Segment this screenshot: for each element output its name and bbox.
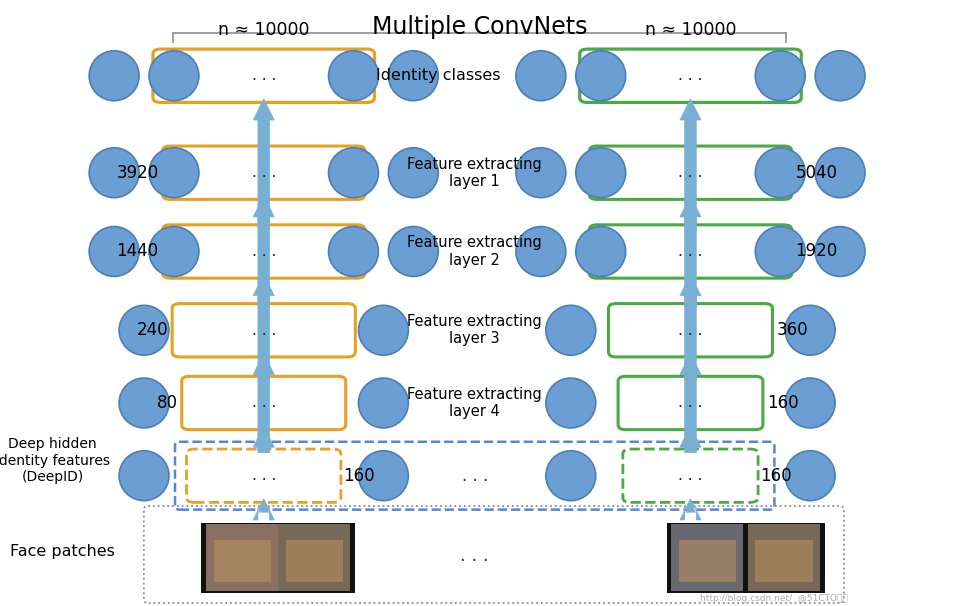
Polygon shape [680,275,701,307]
Ellipse shape [575,51,625,101]
Text: Face patches: Face patches [10,544,115,559]
Ellipse shape [89,51,139,101]
Text: Feature extracting
layer 4: Feature extracting layer 4 [408,387,542,419]
Ellipse shape [359,451,409,501]
Text: Deep hidden
identity features
(DeepID): Deep hidden identity features (DeepID) [0,438,110,484]
Text: . . .: . . . [251,165,276,180]
Ellipse shape [388,51,438,101]
Bar [286,541,342,582]
Ellipse shape [546,305,596,355]
Text: . . .: . . . [678,244,703,259]
Text: Feature extracting
layer 3: Feature extracting layer 3 [408,314,542,347]
Text: . . .: . . . [251,468,276,483]
Text: Identity classes: Identity classes [376,68,501,83]
Text: . . .: . . . [251,396,276,410]
Bar [743,523,825,593]
Polygon shape [253,275,274,307]
Text: . . .: . . . [251,68,276,83]
Text: 160: 160 [343,467,374,485]
Ellipse shape [329,227,379,276]
Text: . . .: . . . [678,323,703,338]
Text: Feature extracting
layer 2: Feature extracting layer 2 [408,235,542,268]
Ellipse shape [575,227,625,276]
Text: http://blog.csdn.net/  @51CTO博客: http://blog.csdn.net/ @51CTO博客 [700,594,848,603]
Text: 160: 160 [760,467,791,485]
Polygon shape [253,499,274,520]
Polygon shape [253,426,274,453]
Ellipse shape [546,451,596,501]
Polygon shape [680,426,701,453]
Ellipse shape [149,148,199,198]
Ellipse shape [756,148,806,198]
Ellipse shape [388,227,438,276]
Polygon shape [680,196,701,228]
Polygon shape [680,499,701,520]
Text: . . .: . . . [678,68,703,83]
Ellipse shape [119,451,169,501]
Bar [201,523,283,593]
Text: 360: 360 [777,321,807,339]
Ellipse shape [329,51,379,101]
Polygon shape [253,353,274,380]
Text: . . .: . . . [678,396,703,410]
Ellipse shape [756,51,806,101]
Text: 240: 240 [137,321,169,339]
Bar [667,523,748,593]
Bar [679,541,736,582]
Ellipse shape [785,305,835,355]
Polygon shape [253,196,274,228]
Text: n ≈ 10000: n ≈ 10000 [644,21,737,39]
Polygon shape [680,99,701,450]
Text: 160: 160 [767,394,798,412]
Ellipse shape [329,148,379,198]
Ellipse shape [815,148,865,198]
Ellipse shape [388,148,438,198]
Ellipse shape [89,148,139,198]
Ellipse shape [119,305,169,355]
Text: n ≈ 10000: n ≈ 10000 [218,21,310,39]
Text: 1440: 1440 [117,242,159,261]
Ellipse shape [516,148,566,198]
Ellipse shape [359,305,409,355]
Ellipse shape [785,378,835,428]
Ellipse shape [815,227,865,276]
Ellipse shape [359,378,409,428]
Text: . . .: . . . [251,323,276,338]
Text: 5040: 5040 [796,164,837,182]
Bar [748,524,820,591]
Text: Feature extracting
layer 1: Feature extracting layer 1 [408,156,542,189]
Ellipse shape [119,378,169,428]
Bar [206,524,278,591]
Ellipse shape [815,51,865,101]
Text: Multiple ConvNets: Multiple ConvNets [372,15,587,39]
Bar [278,524,350,591]
Ellipse shape [149,51,199,101]
Text: . . .: . . . [461,467,488,485]
Ellipse shape [546,378,596,428]
Text: 1920: 1920 [796,242,838,261]
Text: 80: 80 [157,394,178,412]
Bar [671,524,743,591]
Bar [214,541,270,582]
Text: . . .: . . . [251,244,276,259]
Ellipse shape [756,227,806,276]
Ellipse shape [89,227,139,276]
Ellipse shape [575,148,625,198]
Ellipse shape [149,227,199,276]
Polygon shape [680,353,701,380]
Ellipse shape [516,51,566,101]
Bar [756,541,812,582]
Ellipse shape [785,451,835,501]
Text: . . .: . . . [678,468,703,483]
Text: . . .: . . . [460,547,489,565]
Polygon shape [253,99,274,450]
Ellipse shape [516,227,566,276]
Text: 3920: 3920 [116,164,159,182]
Bar [273,523,355,593]
Text: . . .: . . . [678,165,703,180]
